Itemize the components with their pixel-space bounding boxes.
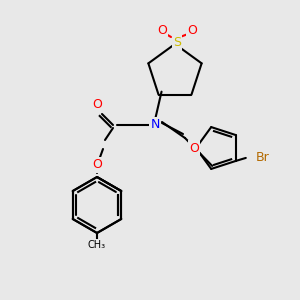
Text: O: O bbox=[187, 23, 197, 37]
Text: S: S bbox=[173, 37, 181, 50]
Text: CH₃: CH₃ bbox=[88, 240, 106, 250]
Text: N: N bbox=[150, 118, 160, 131]
Text: Br: Br bbox=[256, 152, 270, 164]
Text: O: O bbox=[189, 142, 199, 154]
Text: O: O bbox=[92, 158, 102, 172]
Text: O: O bbox=[157, 23, 167, 37]
Text: O: O bbox=[92, 98, 102, 110]
